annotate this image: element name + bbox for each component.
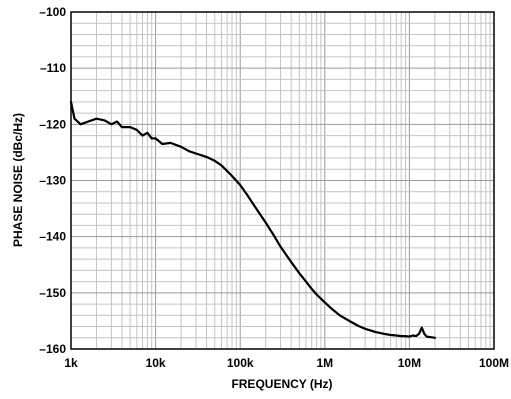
x-tick-label: 100k <box>227 356 254 370</box>
y-tick-label: –130 <box>39 174 66 188</box>
y-tick-label: –140 <box>39 230 66 244</box>
x-tick-label: 1k <box>64 356 78 370</box>
x-axis-title: FREQUENCY (Hz) <box>231 377 332 391</box>
x-tick-label: 1M <box>316 356 333 370</box>
x-tick-label: 100M <box>479 356 509 370</box>
phase-noise-series-line <box>69 100 436 339</box>
plot-frame <box>70 11 495 350</box>
y-tick-label: –150 <box>39 286 66 300</box>
grid <box>70 11 495 350</box>
y-tick-labels: –100 –110 –120 –130 –140 –150 –160 <box>39 5 66 356</box>
x-tick-label: 10k <box>146 356 166 370</box>
y-axis-title: PHASE NOISE (dBc/Hz) <box>11 113 25 247</box>
y-tick-label: –120 <box>39 117 66 131</box>
x-tick-label: 10M <box>398 356 421 370</box>
x-tick-labels: 1k 10k 100k 1M 10M 100M <box>64 356 509 370</box>
y-tick-label: –100 <box>39 5 66 19</box>
y-tick-label: –110 <box>40 61 66 75</box>
y-tick-label: –160 <box>39 342 66 356</box>
